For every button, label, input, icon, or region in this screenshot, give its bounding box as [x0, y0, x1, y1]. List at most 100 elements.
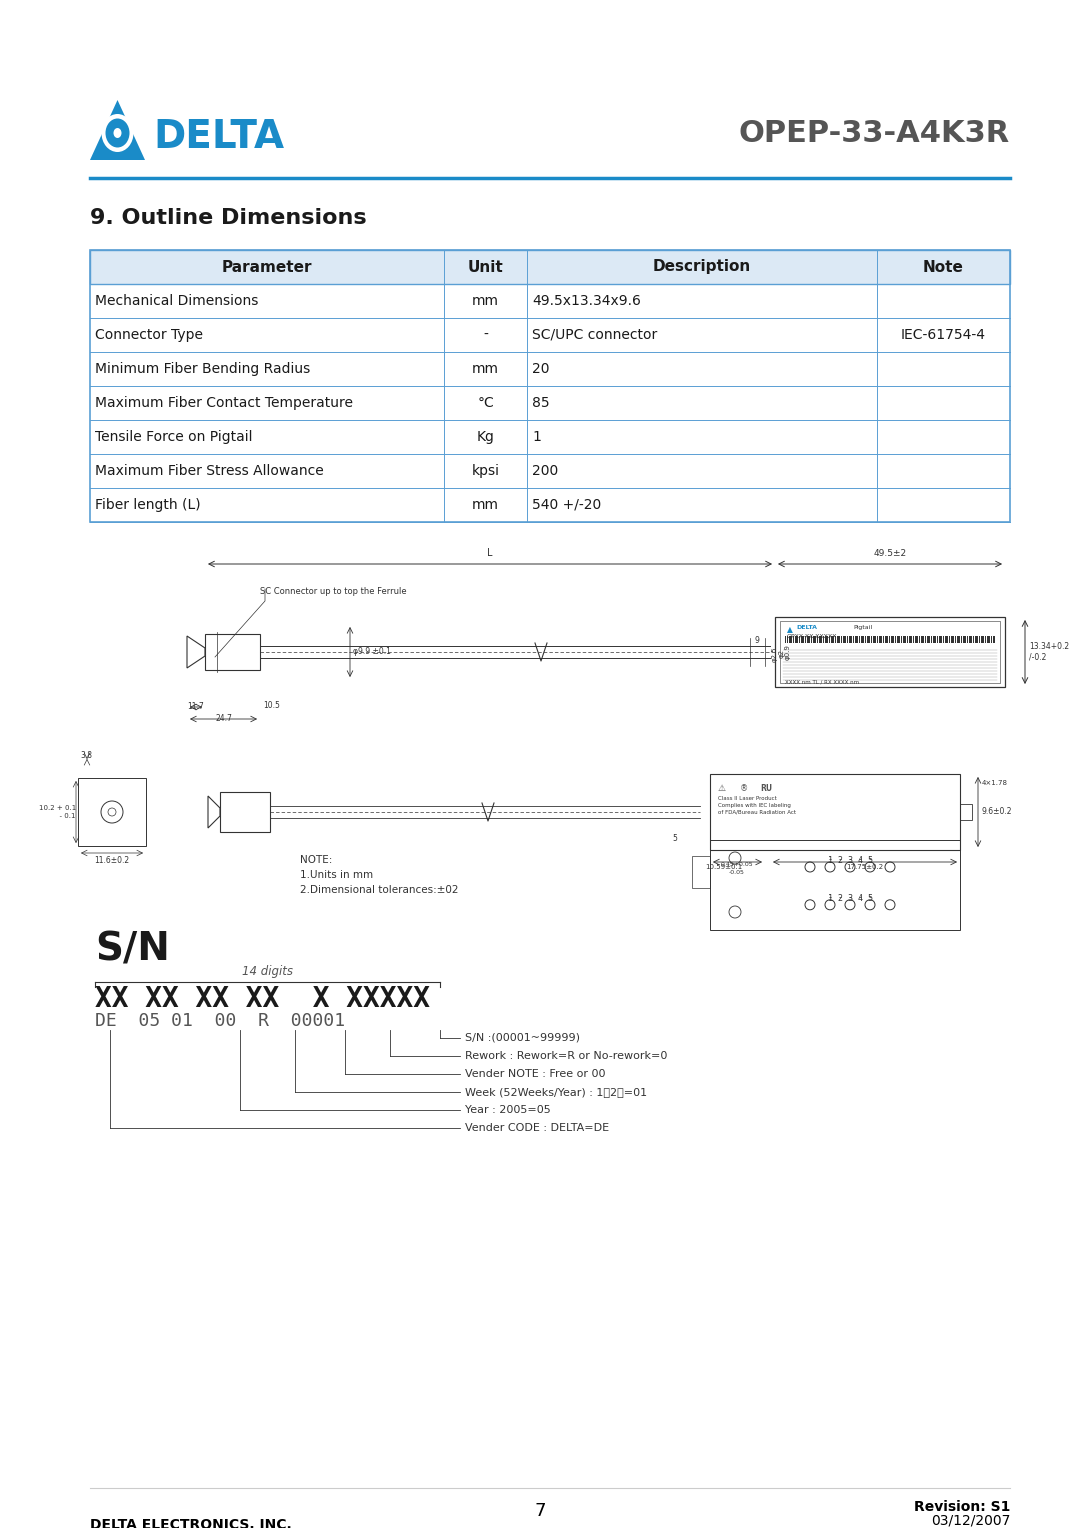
Text: 1 2 3 4 5: 1 2 3 4 5	[827, 894, 873, 903]
Bar	[780, 620, 1000, 683]
Text: Maximum Fiber Contact Temperature: Maximum Fiber Contact Temperature	[95, 396, 353, 410]
Text: 4×1.78: 4×1.78	[982, 779, 1008, 785]
Text: Revision: S1: Revision: S1	[914, 1500, 1010, 1514]
Text: φ0.9: φ0.9	[785, 645, 791, 660]
Bar	[951, 636, 953, 643]
Text: φ2.5: φ2.5	[772, 646, 778, 662]
Text: OPXX-XX-XXXXX: OPXX-XX-XXXXX	[787, 634, 837, 639]
Bar	[993, 636, 995, 643]
Text: RU: RU	[760, 784, 772, 793]
Bar	[933, 636, 934, 643]
Bar	[897, 636, 899, 643]
Text: IEC-61754-4: IEC-61754-4	[901, 329, 986, 342]
Bar	[915, 636, 917, 643]
Text: Year : 2005=05: Year : 2005=05	[465, 1105, 551, 1115]
Bar	[807, 636, 809, 643]
Text: 49.5±2: 49.5±2	[874, 549, 906, 558]
Bar	[903, 636, 905, 643]
Bar	[837, 636, 838, 643]
Bar	[921, 636, 922, 643]
Bar	[90, 351, 1010, 387]
Text: mm: mm	[472, 498, 499, 512]
Text: - - - - -: - - - - -	[827, 856, 873, 863]
Text: Maximum Fiber Stress Allowance: Maximum Fiber Stress Allowance	[95, 465, 324, 478]
Text: 10.59±0.1: 10.59±0.1	[705, 863, 742, 869]
Ellipse shape	[113, 128, 121, 138]
Text: S/N: S/N	[95, 931, 170, 969]
Bar	[819, 636, 821, 643]
Bar	[849, 636, 851, 643]
Text: Vender NOTE : Free or 00: Vender NOTE : Free or 00	[465, 1070, 606, 1079]
Text: 1 2 3 4 5: 1 2 3 4 5	[827, 856, 873, 865]
Text: 11.6±0.2: 11.6±0.2	[94, 856, 130, 865]
Text: Kg: Kg	[476, 429, 495, 445]
Bar	[90, 454, 1010, 487]
Text: mm: mm	[472, 362, 499, 376]
Text: 540 +/-20: 540 +/-20	[532, 498, 602, 512]
Text: Tensile Force on Pigtail: Tensile Force on Pigtail	[95, 429, 253, 445]
Bar	[873, 636, 875, 643]
Bar	[775, 617, 1005, 688]
Text: XX XX XX XX  X XXXXX: XX XX XX XX X XXXXX	[95, 986, 430, 1013]
Text: NOTE:
1.Units in mm
2.Dimensional tolerances:±02: NOTE: 1.Units in mm 2.Dimensional tolera…	[300, 856, 459, 894]
Text: Vender CODE : DELTA=DE: Vender CODE : DELTA=DE	[465, 1123, 609, 1132]
Bar	[813, 636, 814, 643]
Text: ®: ®	[740, 784, 748, 793]
Text: 10.2 + 0.1
      - 0.1: 10.2 + 0.1 - 0.1	[39, 805, 76, 819]
Text: mm: mm	[472, 293, 499, 309]
Bar	[831, 636, 833, 643]
Text: Minimum Fiber Bending Radius: Minimum Fiber Bending Radius	[95, 362, 310, 376]
Bar	[939, 636, 941, 643]
Bar	[975, 636, 976, 643]
Bar	[867, 636, 868, 643]
Bar	[692, 856, 710, 888]
Text: φ9.9 ±0.1: φ9.9 ±0.1	[353, 648, 391, 657]
Bar	[855, 636, 856, 643]
Bar	[90, 284, 1010, 318]
Text: OPEP-33-A4K3R: OPEP-33-A4K3R	[739, 119, 1010, 148]
Bar	[963, 636, 964, 643]
Bar	[795, 636, 797, 643]
Bar	[90, 251, 1010, 523]
Text: Rework : Rework=R or No-rework=0: Rework : Rework=R or No-rework=0	[465, 1051, 667, 1060]
Text: 3.8: 3.8	[80, 750, 92, 759]
Text: ⚠: ⚠	[718, 784, 726, 793]
Text: 1: 1	[532, 429, 541, 445]
Text: 10.5: 10.5	[264, 701, 280, 711]
Bar	[969, 636, 971, 643]
Bar	[927, 636, 929, 643]
Bar	[90, 420, 1010, 454]
Text: DELTA ELECTRONICS, INC.: DELTA ELECTRONICS, INC.	[90, 1517, 292, 1528]
Text: kpsi: kpsi	[472, 465, 500, 478]
Text: 49.5x13.34x9.6: 49.5x13.34x9.6	[532, 293, 640, 309]
Bar	[801, 636, 802, 643]
Text: 85: 85	[532, 396, 550, 410]
Text: SC Connector up to top the Ferrule: SC Connector up to top the Ferrule	[260, 587, 407, 596]
Text: L: L	[487, 549, 492, 558]
Bar	[909, 636, 910, 643]
Bar	[90, 251, 1010, 284]
Text: ▲: ▲	[787, 625, 793, 634]
Bar	[879, 636, 880, 643]
Bar	[78, 778, 146, 847]
Bar	[861, 636, 863, 643]
Text: Week (52Weeks/Year) : 1朎2日=01: Week (52Weeks/Year) : 1朎2日=01	[465, 1086, 647, 1097]
Bar	[885, 636, 887, 643]
Text: 14 digits: 14 digits	[242, 966, 293, 978]
Text: 5: 5	[673, 834, 677, 843]
Bar	[960, 804, 972, 821]
Polygon shape	[90, 99, 145, 160]
Text: DELTA: DELTA	[796, 625, 816, 630]
Text: Fiber length (L): Fiber length (L)	[95, 498, 201, 512]
Text: 11.7: 11.7	[188, 701, 204, 711]
Text: XXXX nm TL / RX XXXX nm: XXXX nm TL / RX XXXX nm	[785, 680, 859, 685]
Text: 0.45+0.05: 0.45+0.05	[720, 862, 754, 866]
Text: Description: Description	[652, 260, 751, 275]
Text: 9. Outline Dimensions: 9. Outline Dimensions	[90, 208, 366, 228]
Text: S/N :(00001~99999): S/N :(00001~99999)	[465, 1033, 580, 1044]
Bar	[205, 634, 260, 669]
Bar	[981, 636, 983, 643]
Text: Class II Laser Product: Class II Laser Product	[718, 796, 777, 801]
Text: 03/12/2007: 03/12/2007	[931, 1514, 1010, 1528]
Bar	[825, 636, 826, 643]
